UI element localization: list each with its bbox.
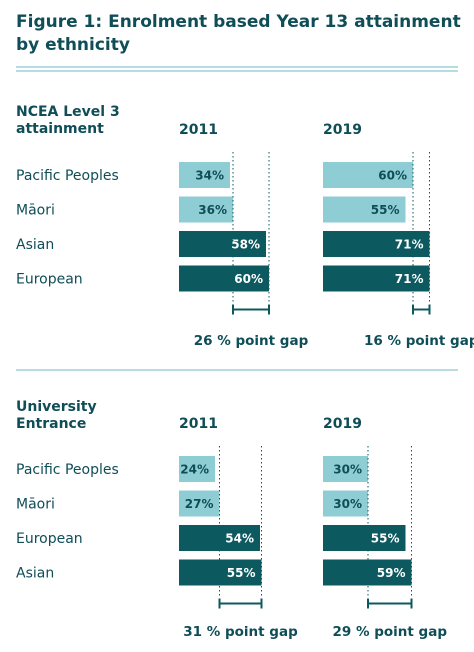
category-label: Māori <box>16 203 55 219</box>
bar-value-label: 60% <box>378 169 407 183</box>
category-label: Māori <box>16 497 55 513</box>
bar <box>323 525 406 551</box>
bar-value-label: 71% <box>395 238 424 252</box>
bar-value-label: 55% <box>371 532 400 546</box>
panel-2019: 2019 60% 55% 71% 71% 16 % point gap <box>323 122 474 349</box>
category-label: Pacific Peoples <box>16 168 119 184</box>
bar-value-label: 27% <box>185 497 214 511</box>
bar-value-label: 54% <box>225 532 254 546</box>
figure-title-line-2: by ethnicity <box>16 35 130 55</box>
bar <box>179 265 269 292</box>
bar-value-label: 34% <box>195 169 224 183</box>
bar-value-label: 36% <box>198 203 227 217</box>
bar-value-label: 71% <box>395 272 424 286</box>
gap-label: 29 % point gap <box>333 624 448 640</box>
bar <box>179 559 262 586</box>
gap-label: 26 % point gap <box>194 333 309 349</box>
bar <box>323 490 368 517</box>
figure-title-line-1: Figure 1: Enrolment based Year 13 attain… <box>16 12 461 32</box>
bar <box>323 231 430 257</box>
bar-value-label: 30% <box>333 497 362 511</box>
section-title-line-1: NCEA Level 3 <box>16 104 120 120</box>
panel-2019: 2019 30% 30% 55% 59% 29 % point gap <box>323 416 447 640</box>
panel-2011: 2011 34% 36% 58% 60% 26 % point gap <box>179 122 309 349</box>
gap-label: 31 % point gap <box>183 624 298 640</box>
bar-value-label: 59% <box>377 566 406 580</box>
section-title-line-2: attainment <box>16 121 104 137</box>
category-label: European <box>16 272 83 288</box>
section-title-line-1: University <box>16 399 97 415</box>
bar <box>179 196 233 223</box>
bar-value-label: 24% <box>180 463 209 477</box>
bar <box>179 231 266 257</box>
category-label: Asian <box>16 566 54 582</box>
bar <box>179 456 215 482</box>
bar <box>323 196 406 223</box>
bar-value-label: 55% <box>227 566 256 580</box>
year-label: 2011 <box>179 122 218 138</box>
category-label: Pacific Peoples <box>16 462 119 478</box>
bar-value-label: 58% <box>231 238 260 252</box>
bar <box>179 490 220 517</box>
category-label: European <box>16 531 83 547</box>
bar <box>323 265 430 292</box>
bar-value-label: 30% <box>333 463 362 477</box>
bar-value-label: 60% <box>234 272 263 286</box>
bar <box>179 162 230 188</box>
bar-value-label: 55% <box>371 203 400 217</box>
bar <box>323 162 413 188</box>
gap-label: 16 % point gap <box>364 333 474 349</box>
title-rule <box>16 66 458 72</box>
year-label: 2011 <box>179 416 218 432</box>
bar <box>323 559 412 586</box>
section-title-line-2: Entrance <box>16 416 86 432</box>
year-label: 2019 <box>323 122 362 138</box>
bar <box>323 456 368 482</box>
category-label: Asian <box>16 237 54 253</box>
panel-2011: 2011 24% 27% 54% 55% 31 % point gap <box>179 416 298 640</box>
year-label: 2019 <box>323 416 362 432</box>
